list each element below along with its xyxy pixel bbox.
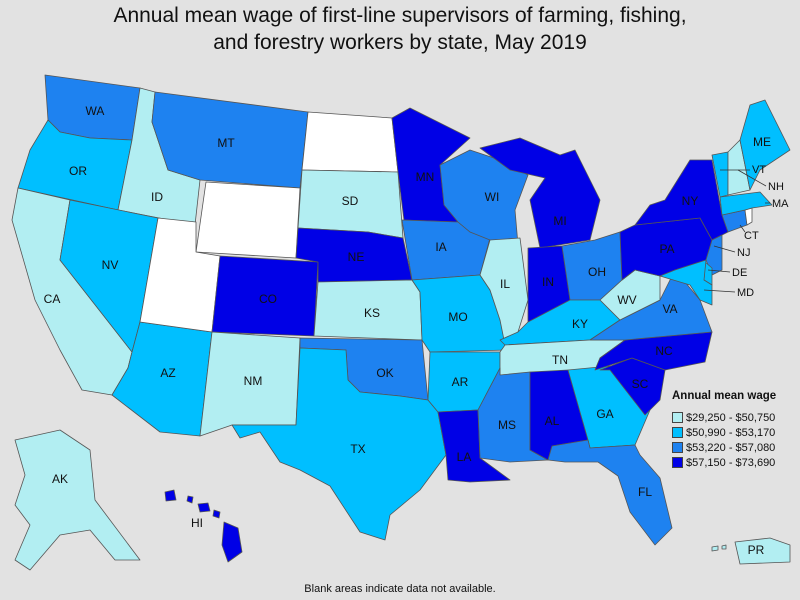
state-label-AK: AK <box>52 472 68 486</box>
state-label-WA: WA <box>86 104 105 118</box>
state-label-NE: NE <box>348 250 365 264</box>
state-NC[interactable] <box>594 331 713 371</box>
label-leader-lines <box>703 169 770 293</box>
state-label-NM: NM <box>244 374 263 388</box>
state-label-MD: MD <box>737 287 754 299</box>
state-label-KY: KY <box>572 317 588 331</box>
state-label-VA: VA <box>662 302 677 316</box>
state-NY[interactable] <box>634 159 729 241</box>
legend-swatch <box>672 427 683 438</box>
state-label-MN: MN <box>416 170 435 184</box>
state-FL[interactable] <box>547 439 673 546</box>
state-ND[interactable] <box>301 111 399 173</box>
state-label-AL: AL <box>545 414 560 428</box>
state-label-TX: TX <box>350 442 365 456</box>
legend-item: $50,990 - $53,170 <box>672 425 800 440</box>
state-label-VT: VT <box>752 164 766 176</box>
state-label-WV: WV <box>617 293 636 307</box>
state-label-IA: IA <box>435 240 446 254</box>
map-title-line-1: Annual mean wage of first-line superviso… <box>113 4 687 27</box>
legend-item: $57,150 - $73,690 <box>672 455 800 470</box>
state-label-NY: NY <box>682 194 699 208</box>
state-label-FL: FL <box>638 485 652 499</box>
legend-label: $29,250 - $50,750 <box>686 411 776 424</box>
territory-PR-islet-1 <box>711 545 719 552</box>
state-label-AZ: AZ <box>160 366 175 380</box>
state-label-PA: PA <box>659 242 674 256</box>
state-label-MI: MI <box>553 214 566 228</box>
legend-swatch <box>672 412 683 423</box>
state-label-NJ: NJ <box>737 247 750 259</box>
state-label-MO: MO <box>448 310 467 324</box>
state-label-GA: GA <box>596 407 613 421</box>
legend-item: $29,250 - $50,750 <box>672 410 800 425</box>
state-label-MA: MA <box>772 198 789 210</box>
state-label-NH: NH <box>768 181 784 193</box>
state-label-LA: LA <box>457 450 472 464</box>
legend-label: $57,150 - $73,690 <box>686 456 776 469</box>
state-AK[interactable] <box>14 429 141 571</box>
legend-label: $53,220 - $57,080 <box>686 441 776 454</box>
state-MD[interactable] <box>659 259 713 306</box>
territory-PR-islet-2 <box>721 544 727 550</box>
state-label-KS: KS <box>364 306 380 320</box>
map-legend: Annual mean wage $29,250 - $50,750 $50,9… <box>672 390 800 470</box>
state-label-CA: CA <box>44 292 61 306</box>
state-TX[interactable] <box>231 347 447 541</box>
state-label-SC: SC <box>632 377 649 391</box>
state-label-CO: CO <box>259 292 277 306</box>
state-label-PR: PR <box>748 543 765 557</box>
state-WY[interactable] <box>195 181 301 259</box>
state-label-CT: CT <box>744 230 759 242</box>
state-MA[interactable] <box>719 191 773 216</box>
state-label-TN: TN <box>552 353 568 367</box>
state-label-OK: OK <box>376 366 393 380</box>
map-title: Annual mean wage of first-line superviso… <box>0 2 800 56</box>
state-label-ME: ME <box>753 135 771 149</box>
state-label-SD: SD <box>342 194 359 208</box>
state-MI[interactable] <box>479 137 601 249</box>
legend-swatch <box>672 457 683 468</box>
legend-label: $50,990 - $53,170 <box>686 426 776 439</box>
state-HI[interactable] <box>164 489 243 563</box>
state-label-WI: WI <box>485 190 500 204</box>
state-label-OR: OR <box>69 164 87 178</box>
state-label-IL: IL <box>500 277 510 291</box>
state-label-OH: OH <box>588 265 606 279</box>
state-label-NC: NC <box>655 344 673 358</box>
state-ME[interactable] <box>739 99 791 191</box>
state-label-MS: MS <box>498 418 516 432</box>
state-label-ID: ID <box>151 190 163 204</box>
state-NJ[interactable] <box>705 234 723 276</box>
state-label-MT: MT <box>217 136 235 150</box>
footnote: Blank areas indicate data not available. <box>304 583 496 595</box>
state-label-IN: IN <box>542 275 554 289</box>
legend-swatch <box>672 442 683 453</box>
state-label-AR: AR <box>452 375 469 389</box>
state-label-NV: NV <box>102 258 119 272</box>
legend-title: Annual mean wage <box>672 390 777 402</box>
map-title-line-2: and forestry workers by state, May 2019 <box>213 31 587 54</box>
state-label-HI: HI <box>191 516 203 530</box>
legend-item: $53,220 - $57,080 <box>672 440 800 455</box>
state-label-DE: DE <box>732 267 747 279</box>
territory-PR[interactable] <box>734 537 791 565</box>
